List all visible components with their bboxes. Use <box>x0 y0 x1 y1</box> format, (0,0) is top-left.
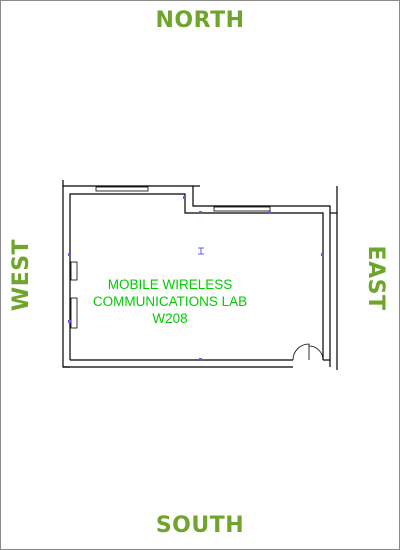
ceiling-symbol <box>198 247 204 255</box>
exterior-walls <box>62 180 338 370</box>
room-label: MOBILE WIRELESS COMMUNICATIONS LAB W208 <box>80 276 260 327</box>
window-west-2 <box>70 297 78 329</box>
compass-south-label: SOUTH <box>155 513 245 538</box>
fixture-marker <box>199 211 202 214</box>
south-wall <box>63 359 330 368</box>
windows <box>70 186 271 329</box>
fixture-marker <box>268 211 271 214</box>
room-name-line-1: MOBILE WIRELESS <box>107 277 233 292</box>
room-name-line-2: COMMUNICATIONS LAB <box>92 294 248 309</box>
fixture-marker <box>68 320 71 323</box>
door-swing-right <box>308 345 324 361</box>
window-west-1 <box>70 261 78 281</box>
fixtures <box>68 196 324 361</box>
door <box>292 343 324 361</box>
door-swing-left <box>292 343 310 361</box>
window-north-2 <box>213 206 271 212</box>
fixture-marker <box>199 358 202 361</box>
fixture-marker <box>321 253 324 256</box>
fixture-marker <box>183 196 186 199</box>
room-number: W208 <box>152 311 188 326</box>
fixture-marker <box>68 253 71 256</box>
window-north-1 <box>95 186 149 192</box>
compass-north-label: NORTH <box>155 8 245 33</box>
wall-inner <box>69 193 324 360</box>
